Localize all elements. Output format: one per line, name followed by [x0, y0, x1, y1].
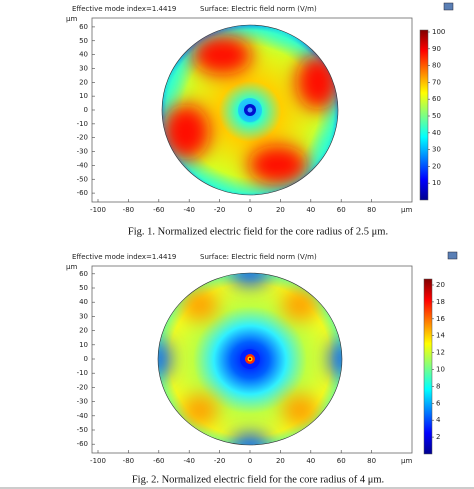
- y-tick-label: 30: [79, 312, 88, 320]
- colorbar-tick-label: 50: [432, 112, 441, 120]
- x-tick-label: 0: [248, 206, 252, 214]
- field-plot: [158, 273, 342, 445]
- x-tick-label: -20: [214, 206, 225, 214]
- colorbar-tick-label: 60: [432, 95, 441, 103]
- x-tick-label: 80: [367, 457, 376, 465]
- colorbar-tick-label: 20: [436, 281, 445, 289]
- y-tick-label: 60: [79, 270, 88, 278]
- header-surface: Surface: Electric field norm (V/m): [200, 5, 317, 13]
- x-tick-label: 20: [276, 457, 285, 465]
- colorbar-tick-label: 4: [436, 416, 441, 424]
- fiber-outline: [157, 272, 343, 446]
- header-mode-index: Effective mode index=1.4419: [72, 253, 176, 261]
- y-tick-label: 60: [79, 23, 88, 31]
- y-tick-label: -40: [77, 161, 88, 169]
- x-tick-label: -60: [153, 457, 164, 465]
- colorbar-tick-label: 2: [436, 433, 440, 441]
- x-tick-label: -100: [90, 457, 106, 465]
- fiber-outline: [161, 24, 339, 196]
- y-tick-label: 20: [79, 327, 88, 335]
- y-tick-label: -20: [77, 134, 88, 142]
- colorbar-tick-label: 80: [432, 62, 441, 70]
- x-tick-label: -100: [90, 206, 106, 214]
- y-unit: μm: [66, 15, 77, 23]
- y-tick-label: 10: [79, 341, 88, 349]
- y-tick-label: -30: [77, 148, 88, 156]
- colorbar-tick-label: 12: [436, 349, 445, 357]
- colorbar-tick-label: 8: [436, 382, 440, 390]
- y-tick-label: 30: [79, 64, 88, 72]
- plot-frame: [91, 265, 413, 454]
- colorbar: [423, 278, 433, 455]
- x-tick-label: -40: [183, 206, 194, 214]
- x-tick-label: -40: [183, 457, 194, 465]
- header-surface: Surface: Electric field norm (V/m): [200, 253, 317, 261]
- x-tick-label: -80: [123, 457, 134, 465]
- y-tick-label: 40: [79, 298, 88, 306]
- x-tick-label: 60: [337, 457, 346, 465]
- x-tick-label: -20: [214, 457, 225, 465]
- caption: Fig. 1. Normalized electric field for th…: [128, 226, 388, 237]
- y-tick-label: 50: [79, 284, 88, 292]
- x-tick-label: -60: [153, 206, 164, 214]
- colorbar-tick-label: 20: [432, 162, 441, 170]
- export-icon[interactable]: [447, 251, 458, 260]
- x-tick-label: 0: [248, 457, 252, 465]
- x-tick-label: 60: [337, 206, 346, 214]
- colorbar-tick-label: 70: [432, 78, 441, 86]
- colorbar-tick-label: 100: [432, 28, 445, 36]
- x-tick-label: 40: [306, 457, 315, 465]
- y-tick-label: -10: [77, 369, 88, 377]
- field-plot: [162, 25, 338, 195]
- colorbar-tick-label: 90: [432, 45, 441, 53]
- x-unit: μm: [401, 457, 412, 465]
- y-tick-label: -40: [77, 412, 88, 420]
- colorbar-tick-label: 14: [436, 332, 445, 340]
- x-tick-label: 40: [306, 206, 315, 214]
- y-tick-label: -60: [77, 189, 88, 197]
- y-tick-label: -10: [77, 120, 88, 128]
- y-tick-label: -50: [77, 426, 88, 434]
- colorbar-tick-label: 40: [432, 129, 441, 137]
- colorbar-tick-label: 16: [436, 315, 445, 323]
- y-unit: μm: [66, 263, 77, 271]
- y-tick-label: -20: [77, 383, 88, 391]
- caption: Fig. 2. Normalized electric field for th…: [132, 474, 384, 485]
- header-mode-index: Effective mode index=1.4419: [72, 5, 176, 13]
- colorbar-tick-label: 10: [432, 179, 441, 187]
- colorbar-tick-label: 6: [436, 399, 441, 407]
- y-tick-label: 0: [84, 355, 88, 363]
- colorbar: [419, 29, 429, 201]
- y-tick-label: -30: [77, 398, 88, 406]
- colorbar-tick-label: 10: [436, 366, 445, 374]
- y-tick-label: 40: [79, 51, 88, 59]
- y-tick-label: 50: [79, 37, 88, 45]
- y-tick-label: -60: [77, 440, 88, 448]
- x-tick-label: 20: [276, 206, 285, 214]
- x-tick-label: 80: [367, 206, 376, 214]
- colorbar-tick-label: 18: [436, 298, 445, 306]
- export-icon[interactable]: [443, 2, 454, 11]
- y-tick-label: 0: [84, 106, 88, 114]
- y-tick-label: 20: [79, 78, 88, 86]
- x-unit: μm: [401, 206, 412, 214]
- y-tick-label: 10: [79, 92, 88, 100]
- colorbar-tick-label: 30: [432, 146, 441, 154]
- x-tick-label: -80: [123, 206, 134, 214]
- y-tick-label: -50: [77, 175, 88, 183]
